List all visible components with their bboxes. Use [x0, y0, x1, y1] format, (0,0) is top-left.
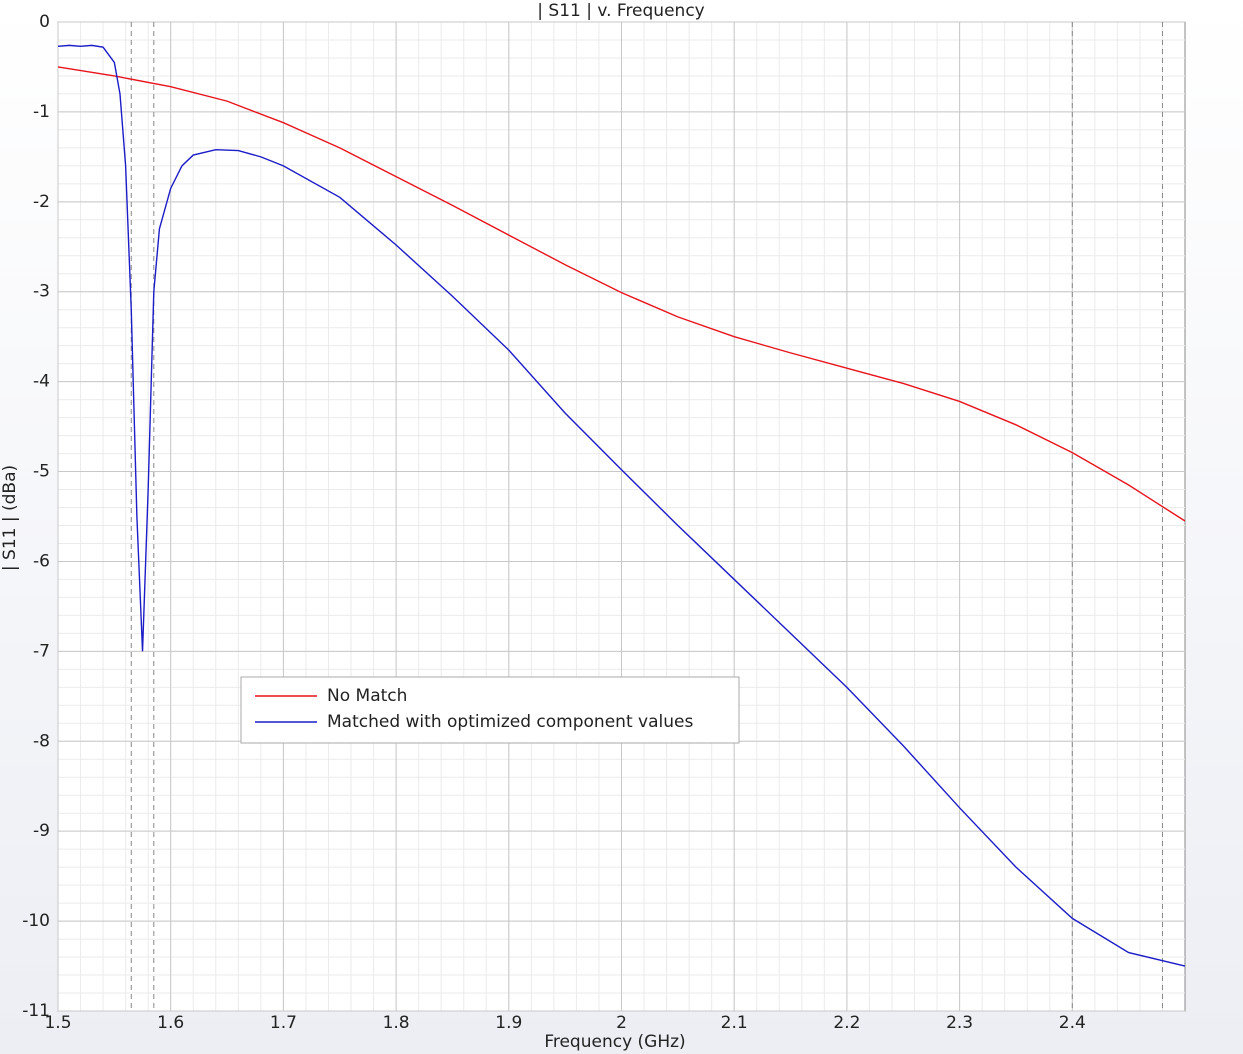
y-tick-label: 0 [39, 12, 50, 32]
legend-label: Matched with optimized component values [327, 712, 693, 732]
x-tick-label: 1.7 [270, 1013, 297, 1033]
y-tick-label: -10 [22, 911, 50, 931]
legend: No Match Matched with optimized component… [240, 676, 740, 744]
chart-title: | S11 | v. Frequency [537, 1, 704, 21]
x-tick-label: 2.2 [833, 1013, 860, 1033]
legend-label: No Match [327, 686, 407, 706]
y-tick-label: -11 [22, 1001, 50, 1021]
y-tick-label: -9 [33, 821, 50, 841]
x-tick-label: 1.5 [44, 1013, 71, 1033]
y-tick-label: -8 [33, 731, 50, 751]
x-tick-label: 2.1 [721, 1013, 748, 1033]
y-tick-label: -1 [33, 102, 50, 122]
y-tick-label: -2 [33, 192, 50, 212]
x-tick-label: 2.3 [946, 1013, 973, 1033]
x-tick-label: 2 [616, 1013, 627, 1033]
y-tick-label: -3 [33, 282, 50, 302]
y-tick-label: -7 [33, 641, 50, 661]
x-tick-label: 1.9 [495, 1013, 522, 1033]
x-tick-label: 1.6 [157, 1013, 184, 1033]
y-tick-label: -6 [33, 551, 50, 571]
y-tick-label: -4 [33, 372, 50, 392]
y-axis-label: | S11 | (dBa) [0, 465, 20, 571]
legend-box [240, 676, 740, 744]
x-tick-label: 1.8 [383, 1013, 410, 1033]
series-line [57, 66, 1186, 522]
series-line [57, 44, 1186, 967]
x-axis-label: Frequency (GHz) [544, 1032, 685, 1052]
y-tick-label: -5 [33, 462, 50, 482]
x-tick-label: 2.4 [1059, 1013, 1086, 1033]
